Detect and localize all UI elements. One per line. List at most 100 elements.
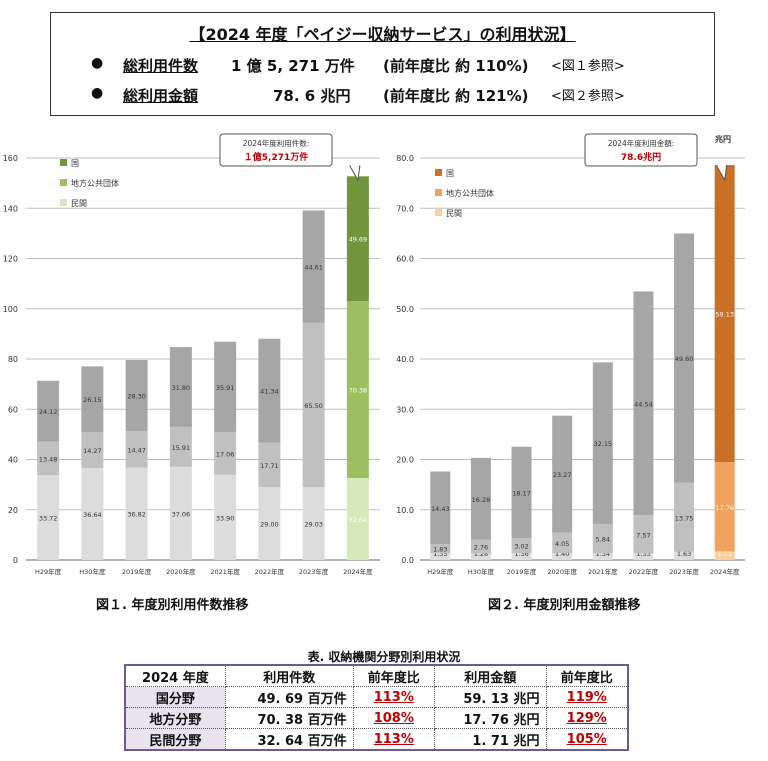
data-label: 35.91: [216, 384, 235, 392]
bar-segment: [714, 462, 735, 552]
chart-caption: 図１. 年度別利用件数推移: [96, 598, 249, 613]
bar-segment: [169, 466, 192, 560]
data-label: 41.34: [260, 388, 279, 396]
summary-label: 総利用件数: [123, 57, 199, 75]
x-tick-label: 2023年度: [669, 567, 699, 576]
x-tick-label: 2022年度: [255, 567, 285, 576]
bar-segment: [552, 415, 573, 533]
bar-segment: [346, 176, 369, 302]
callout-value: １億5,271万件: [244, 151, 308, 163]
data-label: 65.50: [304, 402, 323, 410]
y-unit-label: 兆円: [715, 134, 731, 144]
ratio-cell: 119%: [545, 686, 629, 708]
bar-segment: [470, 457, 491, 540]
data-label: 1.36: [514, 550, 528, 558]
data-label: 29.00: [260, 521, 279, 529]
data-label: 1.34: [596, 550, 610, 558]
column-header: 前年度比: [545, 664, 629, 687]
legend-label: 国: [446, 169, 454, 178]
data-label: 1.33: [636, 550, 650, 558]
y-tick-label: 20: [8, 506, 18, 515]
bar-segment: [592, 362, 613, 524]
bar-segment: [633, 515, 654, 554]
bar-segment: [470, 553, 491, 560]
x-tick-label: 2019年度: [122, 567, 152, 576]
data-label: 26.15: [83, 396, 102, 404]
data-label: 15.91: [172, 444, 191, 452]
usage-amount-chart: 0.0 10.0 20.0 30.0 40.0 50.0 60.0 70.0 80.0 兆円 1.3…: [396, 133, 745, 576]
legend-label: 地方公共団体: [446, 188, 494, 198]
summary-box: 【2024 年度「ペイジー収納サービス」の利用状況】 ● 総利用件数 1 億 5…: [50, 12, 715, 116]
table-header-row: 2024 年度 利用件数 前年度比 利用金額 前年度比: [124, 664, 629, 687]
bar-segment: [430, 544, 451, 554]
bar-segment: [37, 475, 60, 560]
bar-segment: [214, 474, 237, 560]
column-header: 2024 年度: [124, 664, 226, 687]
ratio-cell: 113%: [352, 728, 435, 751]
y-tick-label: 10.0: [396, 506, 414, 515]
bar-segment: [81, 366, 104, 433]
y-tick-label: 80.0: [396, 154, 414, 163]
callout-value: 78.6兆円: [621, 151, 661, 163]
sector-cell: 国分野: [124, 686, 226, 708]
legend-swatch: [435, 209, 442, 216]
x-tick-label: 2021年度: [210, 567, 240, 576]
ratio-cell: 105%: [545, 728, 629, 751]
x-tick-label: 2024年度: [343, 567, 373, 576]
data-label: 14.27: [83, 447, 102, 455]
y-tick-label: 40.0: [396, 355, 414, 364]
y-tick-label: 120: [3, 255, 18, 264]
bar-segment: [302, 322, 325, 488]
x-tick-label: 2019年度: [507, 567, 537, 576]
bar-segment: [633, 291, 654, 516]
bar-segment: [169, 426, 192, 467]
data-label: 44.54: [634, 400, 653, 408]
bar-segment: [470, 539, 491, 554]
data-label: 5.84: [596, 536, 610, 544]
bar-segment: [674, 482, 695, 552]
summary-value: 78. 6 兆円: [273, 87, 351, 105]
callout-label: 2024年度利用件数:: [243, 138, 310, 148]
data-label: 1.63: [677, 550, 691, 558]
bar-segment: [81, 467, 104, 560]
bar-segment: [125, 360, 148, 432]
table-row: 地方分野 70. 38 百万件 108% 17. 76 兆円 129%: [124, 707, 629, 729]
amount-cell: 59. 13 兆円: [433, 686, 547, 708]
count-cell: 49. 69 百万件: [224, 686, 354, 708]
data-label: 1.28: [474, 550, 488, 558]
table-title: 表. 収納機関分野別利用状況: [307, 650, 461, 664]
bar-segment: [511, 553, 532, 560]
bar-segment: [674, 551, 695, 560]
data-label: 18.17: [512, 489, 531, 497]
legend-label: 国: [71, 159, 79, 168]
callout-box: [219, 133, 333, 167]
data-label: 23.27: [553, 471, 572, 479]
x-tick-label: 2022年度: [629, 567, 659, 576]
bar-segment: [511, 446, 532, 538]
data-label: 36.64: [83, 511, 102, 519]
x-tick-label: H30年度: [468, 567, 495, 576]
bar-segment: [430, 553, 451, 560]
summary-label: 総利用金額: [123, 87, 199, 105]
bar-segment: [302, 210, 325, 323]
bar-segment: [125, 467, 148, 560]
bar-segment: [302, 487, 325, 560]
data-label: 2.76: [474, 544, 488, 552]
summary-value: 1 億 5, 271 万件: [231, 57, 355, 75]
data-label: 29.03: [304, 521, 323, 529]
bar-segment: [37, 441, 60, 476]
ratio-cell: 113%: [352, 686, 435, 708]
ratio-cell: 129%: [545, 707, 629, 729]
data-label: 4.05: [555, 540, 569, 548]
data-label: 1.40: [555, 550, 569, 558]
sector-usage-table: 2024 年度 利用件数 前年度比 利用金額 前年度比 国分野 49. 69 百…: [124, 664, 629, 751]
y-tick-label: 100: [3, 305, 18, 314]
x-tick-label: H30年度: [79, 567, 106, 576]
callout-label: 2024年度利用金額:: [608, 138, 675, 148]
data-label: 14.47: [127, 446, 146, 454]
data-label: 59.13: [715, 311, 734, 319]
data-label: 49.60: [675, 355, 694, 363]
data-label: 13.75: [675, 514, 694, 522]
data-label: 49.69: [349, 236, 368, 244]
legend-swatch: [435, 189, 442, 196]
